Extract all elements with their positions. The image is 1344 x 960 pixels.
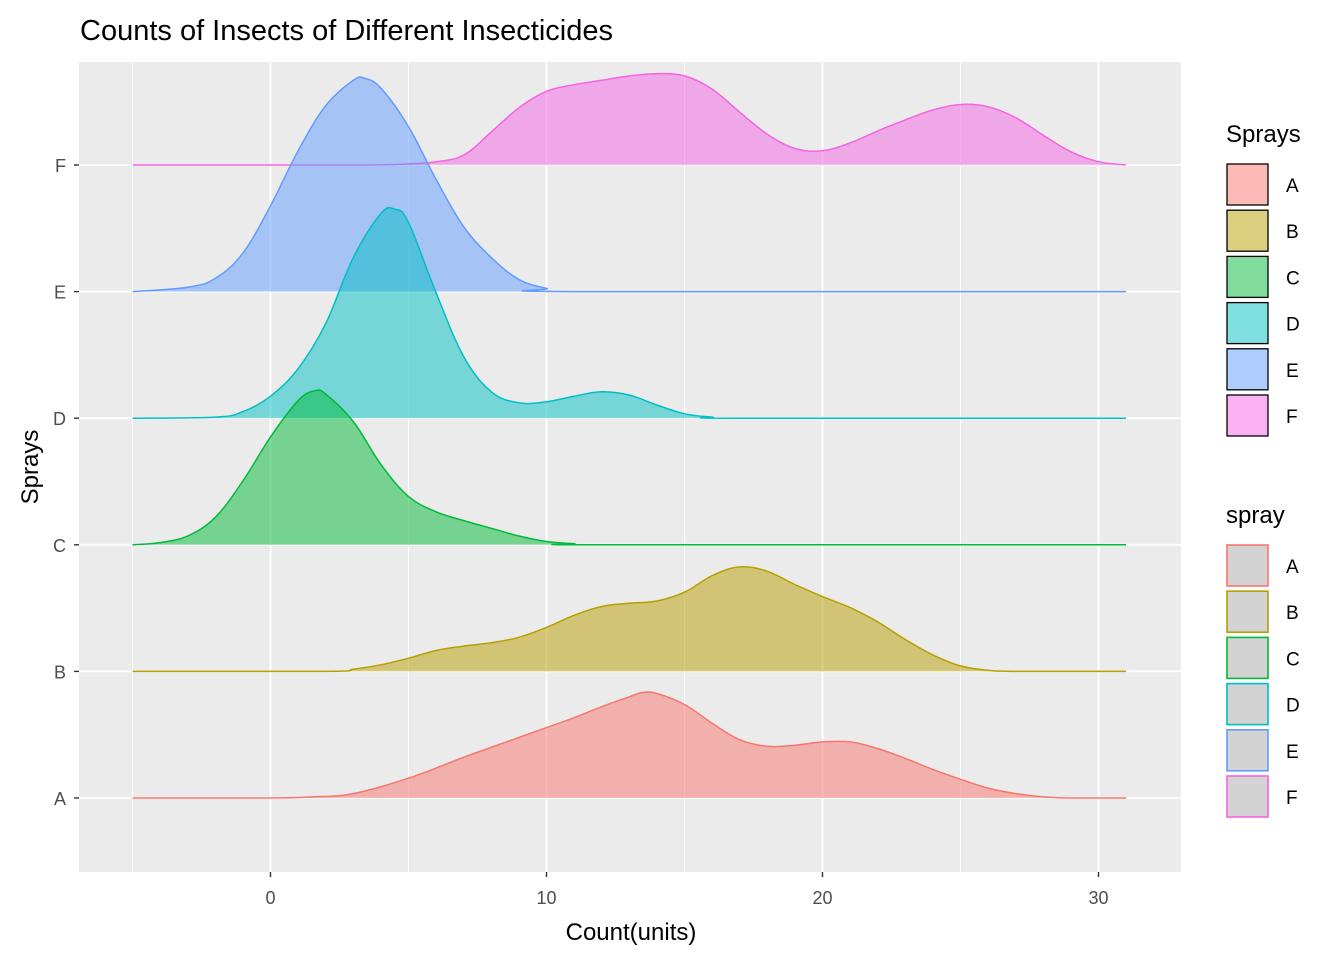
legend-title: spray: [1226, 502, 1285, 529]
y-tick-label: A: [54, 789, 66, 809]
ridge-area-d: [132, 207, 1127, 419]
ridge-line-f: [132, 72, 1127, 166]
legend-label: E: [1286, 742, 1299, 763]
legend-key-swatch: [1226, 348, 1269, 391]
ridge-line-e: [132, 76, 1127, 293]
ridge-line-d: [132, 206, 1127, 419]
chart-title: Counts of Insects of Different Insectici…: [80, 15, 613, 47]
legend-label: D: [1286, 315, 1300, 336]
ridge-area-c: [132, 389, 1127, 545]
legend-label: E: [1286, 361, 1299, 382]
x-tick-label: 30: [1088, 888, 1108, 908]
legend-key-swatch: [1226, 209, 1269, 252]
x-tick-label: 20: [812, 888, 832, 908]
ridge-line-a: [132, 691, 1127, 799]
legend-key-swatch: [1226, 163, 1269, 206]
y-tick-label: D: [53, 409, 66, 429]
legend-label: B: [1286, 603, 1299, 624]
legend-key-outline: [1226, 682, 1269, 726]
legend-label: B: [1286, 222, 1299, 243]
y-tick-label: F: [55, 156, 66, 176]
y-tick-label: E: [54, 283, 66, 303]
legend-label: D: [1286, 696, 1300, 717]
ridge-line-b: [132, 565, 1127, 673]
legend-key-outline: [1226, 728, 1269, 772]
y-axis-title: Sprays: [17, 430, 44, 505]
legend-label: A: [1286, 176, 1299, 197]
legend-label: F: [1286, 788, 1298, 809]
ridge-line-c: [132, 389, 1127, 546]
ridge-area-f: [132, 73, 1127, 165]
legend-key-outline: [1226, 636, 1269, 680]
legend-key-outline: [1226, 590, 1269, 634]
legend-key-swatch: [1226, 394, 1269, 437]
legend-key-swatch: [1226, 301, 1269, 345]
x-tick-label: 10: [536, 888, 556, 908]
x-axis: 0 10 20 30: [265, 872, 1109, 908]
density-ridges: [132, 72, 1127, 799]
legend-label: C: [1286, 649, 1300, 670]
legend-key-outline: [1226, 544, 1269, 587]
y-tick-label: B: [54, 662, 66, 682]
legend-label: A: [1286, 557, 1299, 578]
legend-key-outline: [1226, 775, 1269, 818]
legend-title: Sprays: [1226, 121, 1301, 148]
legend-label: F: [1286, 407, 1298, 428]
y-tick-label: C: [53, 536, 66, 556]
y-axis: A B C D E F: [53, 156, 79, 809]
x-axis-title: Count(units): [566, 919, 697, 946]
ridge-area-a: [132, 691, 1127, 798]
legend-key-swatch: [1226, 255, 1269, 299]
ridge-area-b: [132, 566, 1127, 672]
x-tick-label: 0: [265, 888, 275, 908]
legend-label: C: [1286, 268, 1300, 289]
